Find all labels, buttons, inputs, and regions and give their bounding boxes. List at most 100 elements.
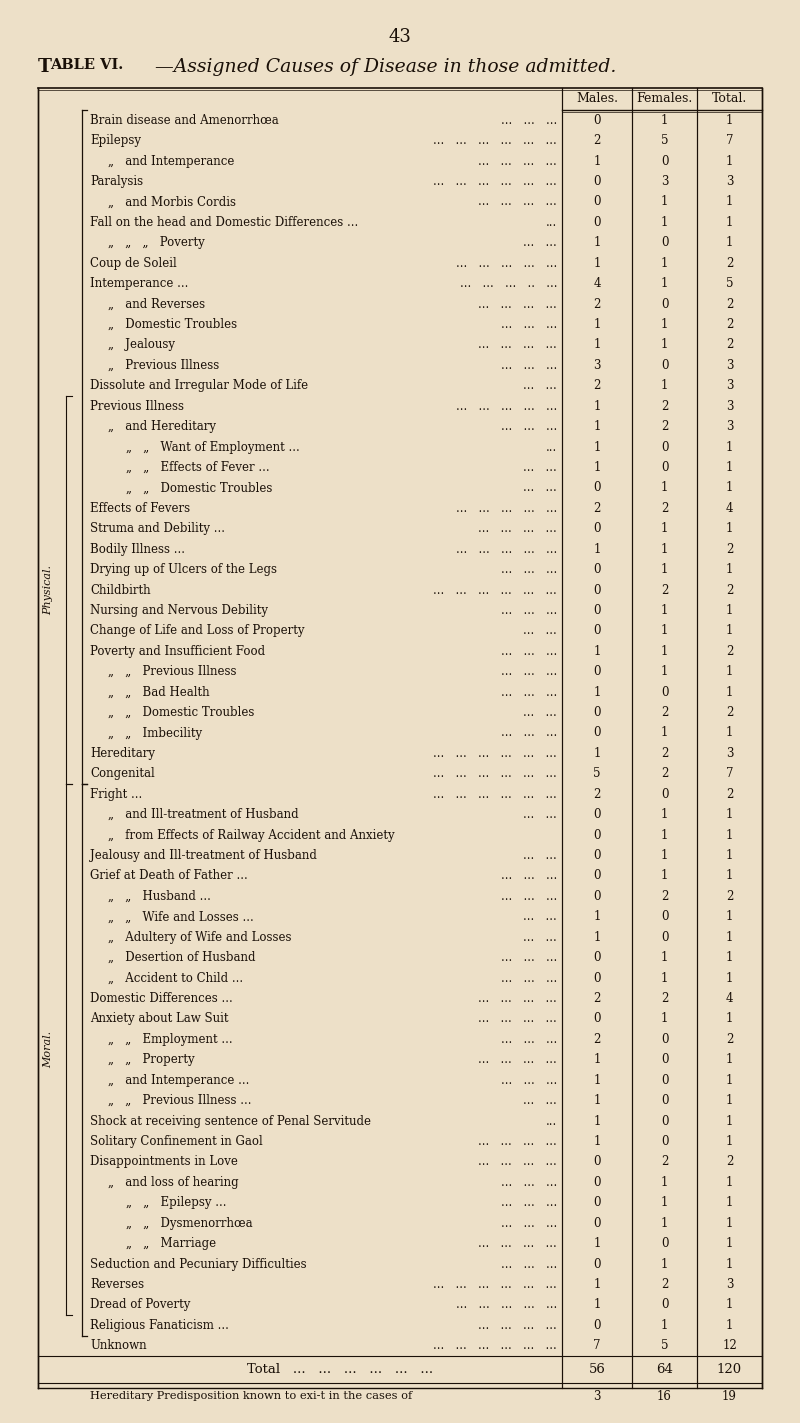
Text: 2: 2 bbox=[661, 583, 668, 596]
Text: „   „   Imbecility: „ „ Imbecility bbox=[108, 727, 202, 740]
Text: 0: 0 bbox=[594, 481, 601, 494]
Text: ...: ... bbox=[546, 216, 557, 229]
Text: Brain disease and Amenorrhœa: Brain disease and Amenorrhœa bbox=[90, 114, 278, 127]
Text: 2: 2 bbox=[726, 583, 733, 596]
Text: 2: 2 bbox=[661, 420, 668, 433]
Text: 5: 5 bbox=[594, 767, 601, 780]
Text: 3: 3 bbox=[726, 359, 734, 371]
Text: ...   ...   ...   ...   ...   ...: ... ... ... ... ... ... bbox=[434, 583, 557, 596]
Text: ...   ...   ...: ... ... ... bbox=[501, 1033, 557, 1046]
Text: 3: 3 bbox=[726, 1278, 734, 1291]
Text: 3: 3 bbox=[661, 175, 668, 188]
Text: ...   ...   ...: ... ... ... bbox=[501, 114, 557, 127]
Text: 1: 1 bbox=[661, 972, 668, 985]
Text: Drying up of Ulcers of the Legs: Drying up of Ulcers of the Legs bbox=[90, 564, 277, 576]
Text: 1: 1 bbox=[726, 1175, 733, 1188]
Text: 1: 1 bbox=[661, 1217, 668, 1229]
Text: ...   ...: ... ... bbox=[523, 236, 557, 249]
Text: 3: 3 bbox=[594, 1390, 601, 1403]
Text: 0: 0 bbox=[594, 706, 601, 719]
Text: Total   ...   ...   ...   ...   ...   ...: Total ... ... ... ... ... ... bbox=[247, 1363, 433, 1376]
Text: Moral.: Moral. bbox=[43, 1032, 53, 1069]
Text: Epilepsy: Epilepsy bbox=[90, 134, 141, 147]
Text: ...   ...   ...: ... ... ... bbox=[501, 359, 557, 371]
Text: 19: 19 bbox=[722, 1390, 737, 1403]
Text: 0: 0 bbox=[661, 297, 668, 310]
Text: ...   ...   ...: ... ... ... bbox=[501, 1197, 557, 1210]
Text: 0: 0 bbox=[661, 461, 668, 474]
Text: Females.: Females. bbox=[636, 92, 693, 105]
Text: 1: 1 bbox=[661, 808, 668, 821]
Text: 2: 2 bbox=[726, 788, 733, 801]
Text: 2: 2 bbox=[726, 256, 733, 270]
Text: 1: 1 bbox=[726, 1217, 733, 1229]
Text: 3: 3 bbox=[726, 420, 734, 433]
Text: 1: 1 bbox=[594, 1053, 601, 1066]
Text: 43: 43 bbox=[389, 28, 411, 46]
Text: 4: 4 bbox=[594, 277, 601, 290]
Text: 1: 1 bbox=[661, 1175, 668, 1188]
Text: 1: 1 bbox=[726, 1319, 733, 1332]
Text: 1: 1 bbox=[726, 1074, 733, 1087]
Text: 1: 1 bbox=[594, 441, 601, 454]
Text: 1: 1 bbox=[594, 931, 601, 943]
Text: ...   ...   ...: ... ... ... bbox=[501, 889, 557, 904]
Text: 2: 2 bbox=[726, 317, 733, 332]
Text: „   and Morbis Cordis: „ and Morbis Cordis bbox=[108, 195, 236, 208]
Text: 1: 1 bbox=[594, 1114, 601, 1127]
Text: 1: 1 bbox=[661, 481, 668, 494]
Text: Congenital: Congenital bbox=[90, 767, 154, 780]
Text: ...   ...   ...   ...: ... ... ... ... bbox=[478, 155, 557, 168]
Text: „   „   Marriage: „ „ Marriage bbox=[126, 1237, 216, 1251]
Text: 1: 1 bbox=[594, 400, 601, 413]
Text: „   Accident to Child ...: „ Accident to Child ... bbox=[108, 972, 243, 985]
Text: Physical.: Physical. bbox=[43, 565, 53, 615]
Text: Total.: Total. bbox=[712, 92, 747, 105]
Text: 1: 1 bbox=[661, 727, 668, 740]
Text: 0: 0 bbox=[594, 808, 601, 821]
Text: ...   ...: ... ... bbox=[523, 1094, 557, 1107]
Text: 1: 1 bbox=[661, 665, 668, 679]
Text: 1: 1 bbox=[661, 850, 668, 862]
Text: Dissolute and Irregular Mode of Life: Dissolute and Irregular Mode of Life bbox=[90, 380, 308, 393]
Text: 2: 2 bbox=[661, 747, 668, 760]
Text: 1: 1 bbox=[594, 155, 601, 168]
Text: 1: 1 bbox=[726, 1114, 733, 1127]
Text: 2: 2 bbox=[661, 706, 668, 719]
Text: 1: 1 bbox=[661, 1319, 668, 1332]
Text: 7: 7 bbox=[594, 1339, 601, 1352]
Text: 1: 1 bbox=[594, 542, 601, 555]
Text: 1: 1 bbox=[661, 339, 668, 351]
Text: „   „   Previous Illness: „ „ Previous Illness bbox=[108, 665, 237, 679]
Text: ...   ...   ...: ... ... ... bbox=[501, 420, 557, 433]
Text: 1: 1 bbox=[661, 317, 668, 332]
Text: 0: 0 bbox=[594, 869, 601, 882]
Text: 0: 0 bbox=[661, 1053, 668, 1066]
Text: 1: 1 bbox=[726, 155, 733, 168]
Text: ...   ...   ...   ...   ...   ...: ... ... ... ... ... ... bbox=[434, 175, 557, 188]
Text: Struma and Debility ...: Struma and Debility ... bbox=[90, 522, 225, 535]
Text: 2: 2 bbox=[726, 1033, 733, 1046]
Text: Change of Life and Loss of Property: Change of Life and Loss of Property bbox=[90, 625, 305, 638]
Text: ...   ...   ...   ...   ...: ... ... ... ... ... bbox=[456, 1298, 557, 1312]
Text: 1: 1 bbox=[661, 380, 668, 393]
Text: 1: 1 bbox=[726, 869, 733, 882]
Text: 1: 1 bbox=[594, 461, 601, 474]
Text: 0: 0 bbox=[661, 1136, 668, 1148]
Text: 1: 1 bbox=[661, 603, 668, 618]
Text: „   „   „   Poverty: „ „ „ Poverty bbox=[108, 236, 205, 249]
Text: 0: 0 bbox=[594, 889, 601, 904]
Text: 1: 1 bbox=[661, 114, 668, 127]
Text: ...   ...   ...   ...   ...   ...: ... ... ... ... ... ... bbox=[434, 788, 557, 801]
Text: 0: 0 bbox=[594, 1217, 601, 1229]
Text: ...   ...   ...   ...: ... ... ... ... bbox=[478, 1237, 557, 1251]
Text: 5: 5 bbox=[661, 134, 668, 147]
Text: Solitary Confinement in Gaol: Solitary Confinement in Gaol bbox=[90, 1136, 262, 1148]
Text: ...   ...   ...: ... ... ... bbox=[501, 1074, 557, 1087]
Text: 0: 0 bbox=[594, 828, 601, 841]
Text: ...   ...: ... ... bbox=[523, 481, 557, 494]
Text: 1: 1 bbox=[661, 195, 668, 208]
Text: 1: 1 bbox=[594, 1298, 601, 1312]
Text: „   „   Want of Employment ...: „ „ Want of Employment ... bbox=[126, 441, 300, 454]
Text: Grief at Death of Father ...: Grief at Death of Father ... bbox=[90, 869, 248, 882]
